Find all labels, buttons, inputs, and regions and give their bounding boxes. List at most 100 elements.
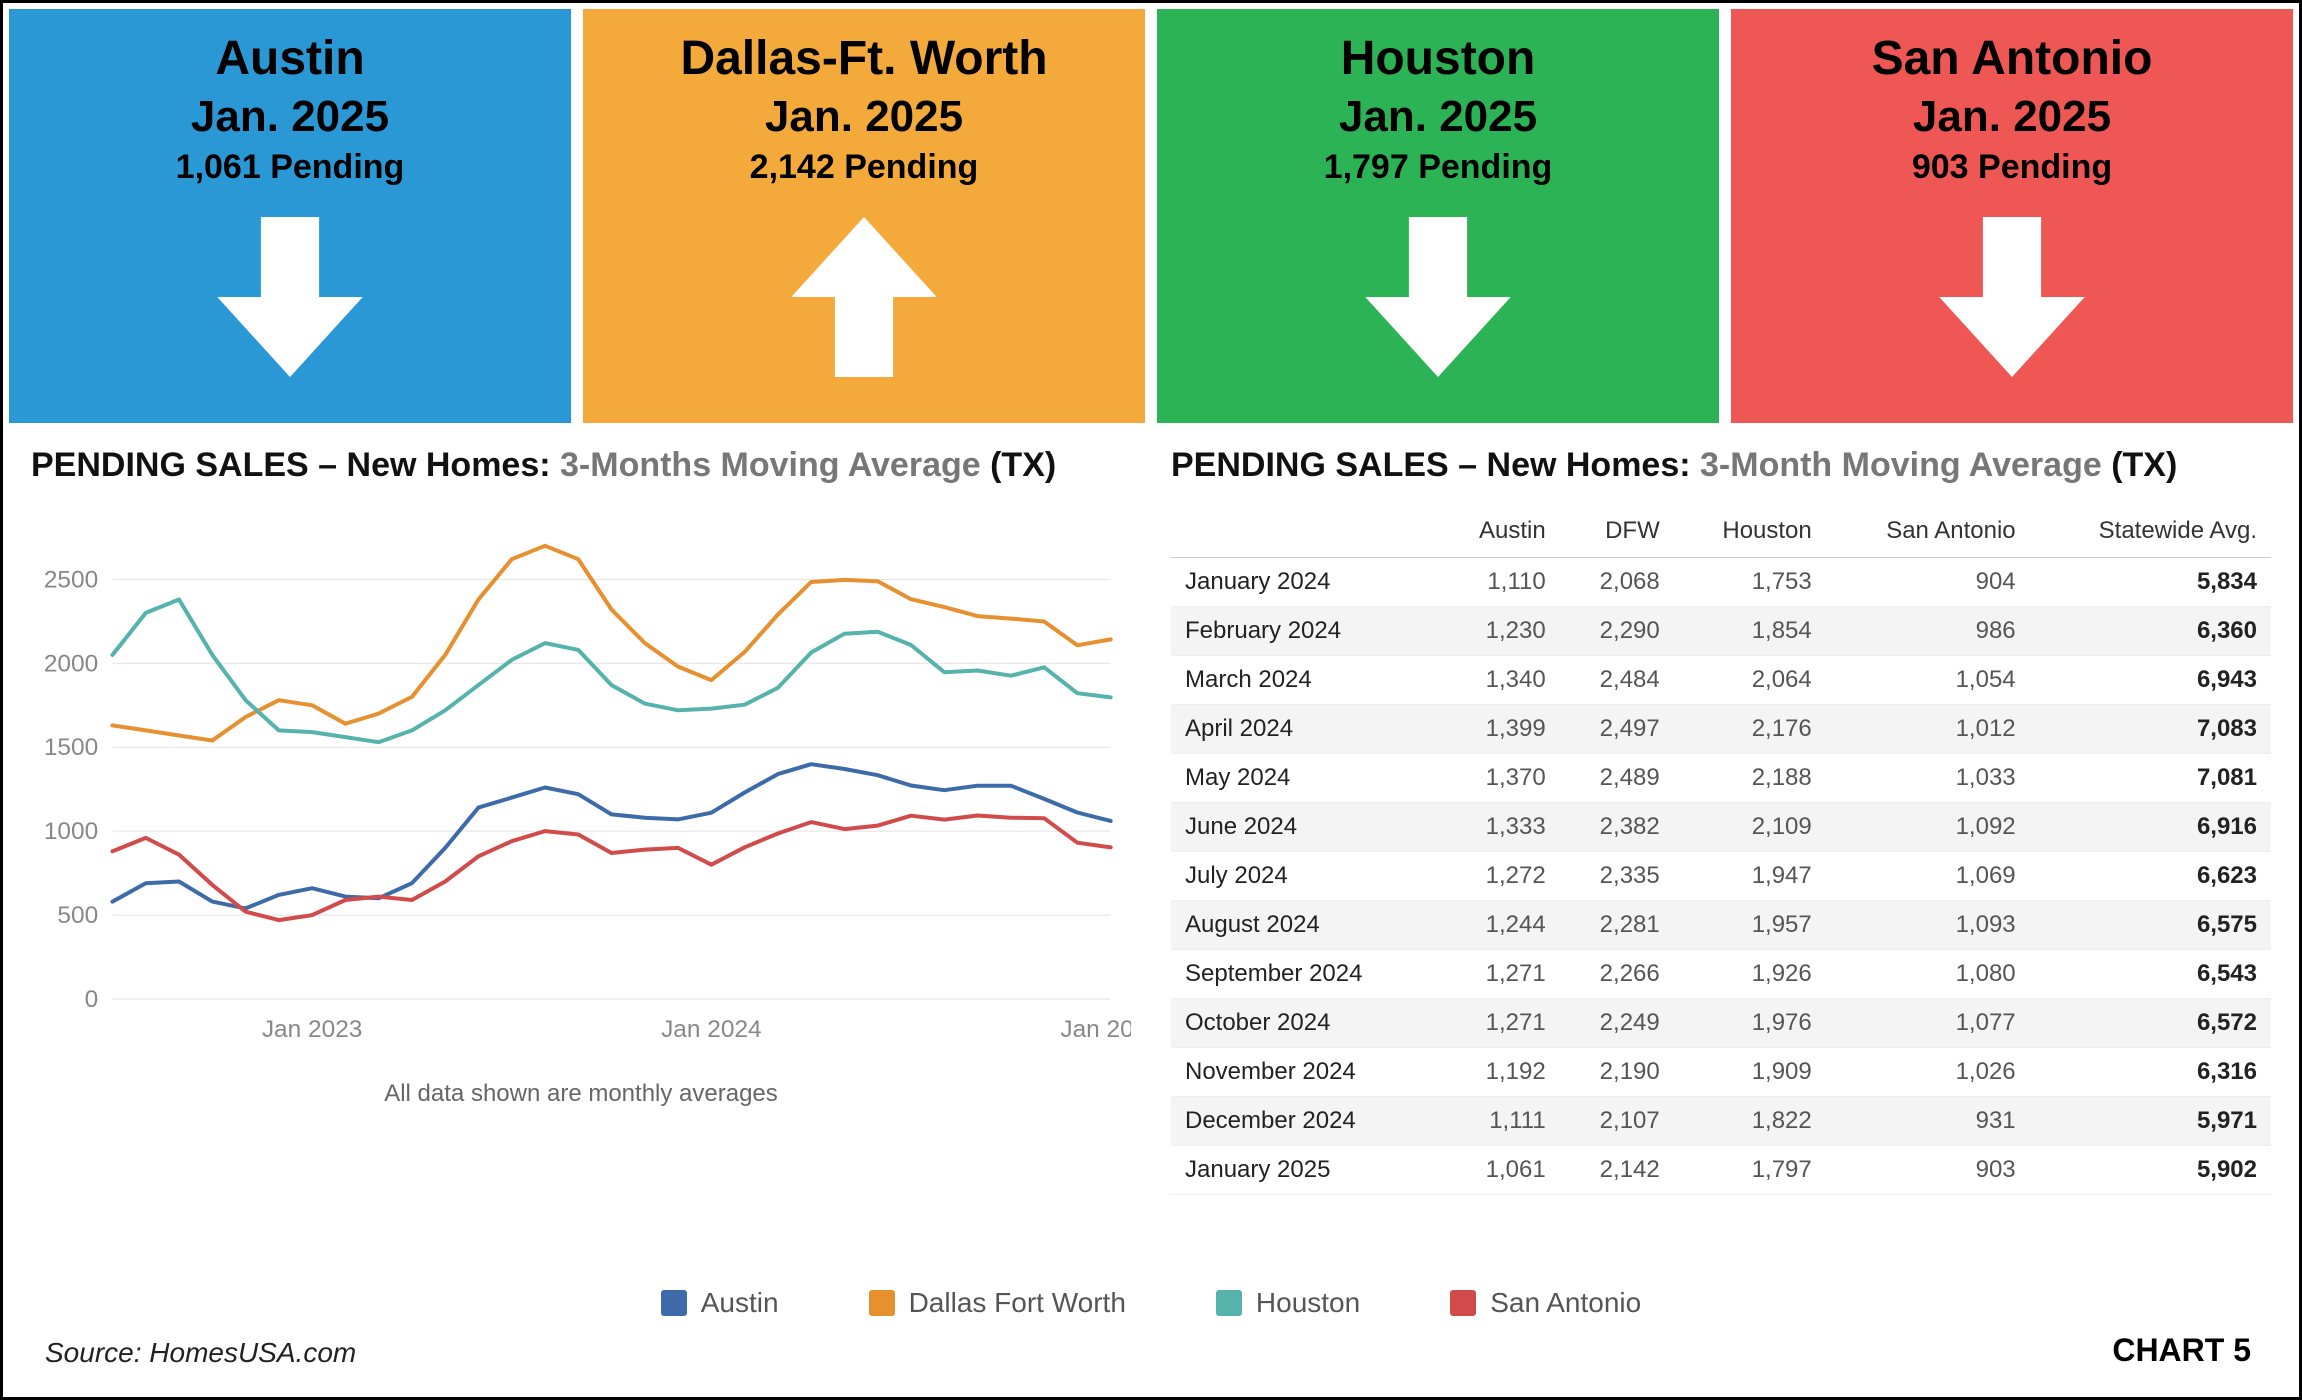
table-cell: 931 <box>1826 1096 2030 1145</box>
table-cell: 6,916 <box>2030 802 2271 851</box>
table-cell: 1,947 <box>1674 851 1826 900</box>
legend-item: San Antonio <box>1450 1287 1641 1319</box>
table-cell: 2,281 <box>1560 900 1674 949</box>
table-cell: June 2024 <box>1171 802 1437 851</box>
svg-text:Jan 2023: Jan 2023 <box>262 1016 363 1043</box>
svg-text:500: 500 <box>57 902 98 929</box>
table-cell: 1,077 <box>1826 998 2030 1047</box>
table-header: San Antonio <box>1826 509 2030 558</box>
table-cell: January 2025 <box>1171 1145 1437 1194</box>
table-cell: 6,575 <box>2030 900 2271 949</box>
table-cell: April 2024 <box>1171 704 1437 753</box>
card-city: Dallas-Ft. Worth <box>680 31 1047 86</box>
table-row: May 20241,3702,4892,1881,0337,081 <box>1171 753 2271 802</box>
card-city: San Antonio <box>1872 31 2153 86</box>
table-cell: 7,083 <box>2030 704 2271 753</box>
table-cell: 1,333 <box>1437 802 1560 851</box>
source-text: Source: HomesUSA.com <box>45 1337 356 1369</box>
line-chart-panel: PENDING SALES – New Homes: 3-Months Movi… <box>31 443 1131 1307</box>
table-cell: October 2024 <box>1171 998 1437 1047</box>
table-header: DFW <box>1560 509 1674 558</box>
table-cell: 6,360 <box>2030 606 2271 655</box>
table-cell: 2,266 <box>1560 949 1674 998</box>
table-header <box>1171 509 1437 558</box>
table-cell: 7,081 <box>2030 753 2271 802</box>
summary-card: HoustonJan. 20251,797 Pending <box>1157 9 1719 423</box>
card-date: Jan. 2025 <box>1339 92 1537 142</box>
table-cell: 1,192 <box>1437 1047 1560 1096</box>
table-cell: February 2024 <box>1171 606 1437 655</box>
table-cell: 2,142 <box>1560 1145 1674 1194</box>
table-cell: 986 <box>1826 606 2030 655</box>
table-cell: May 2024 <box>1171 753 1437 802</box>
table-row: November 20241,1922,1901,9091,0266,316 <box>1171 1047 2271 1096</box>
card-date: Jan. 2025 <box>191 92 389 142</box>
data-table-panel: PENDING SALES – New Homes: 3-Month Movin… <box>1171 443 2271 1307</box>
svg-text:2500: 2500 <box>44 566 98 593</box>
legend-label: San Antonio <box>1490 1287 1641 1319</box>
table-cell: 2,249 <box>1560 998 1674 1047</box>
table-title-muted: 3-Month Moving Average <box>1700 446 2102 484</box>
table-cell: 2,484 <box>1560 655 1674 704</box>
table-cell: 1,271 <box>1437 998 1560 1047</box>
summary-card: AustinJan. 20251,061 Pending <box>9 9 571 423</box>
table-cell: 2,382 <box>1560 802 1674 851</box>
table-cell: 2,489 <box>1560 753 1674 802</box>
table-cell: 2,188 <box>1674 753 1826 802</box>
table-cell: 1,110 <box>1437 557 1560 606</box>
series-line <box>112 546 1110 741</box>
bottom-panels: PENDING SALES – New Homes: 3-Months Movi… <box>3 433 2299 1397</box>
table-cell: 6,943 <box>2030 655 2271 704</box>
card-date: Jan. 2025 <box>765 92 963 142</box>
card-pending: 903 Pending <box>1912 148 2112 187</box>
table-row: January 20251,0612,1421,7979035,902 <box>1171 1145 2271 1194</box>
svg-text:0: 0 <box>85 986 99 1013</box>
table-row: December 20241,1112,1071,8229315,971 <box>1171 1096 2271 1145</box>
series-line <box>112 764 1110 908</box>
table-cell: 1,399 <box>1437 704 1560 753</box>
table-cell: 1,340 <box>1437 655 1560 704</box>
table-cell: 2,335 <box>1560 851 1674 900</box>
summary-card: San Antonio Jan. 2025 903 Pending <box>1731 9 2293 423</box>
table-cell: 5,902 <box>2030 1145 2271 1194</box>
table-row: August 20241,2442,2811,9571,0936,575 <box>1171 900 2271 949</box>
table-cell: 1,230 <box>1437 606 1560 655</box>
table-row: February 20241,2302,2901,8549866,360 <box>1171 606 2271 655</box>
legend-swatch <box>661 1290 687 1316</box>
legend: AustinDallas Fort WorthHoustonSan Antoni… <box>3 1287 2299 1319</box>
table-cell: July 2024 <box>1171 851 1437 900</box>
table-cell: 1,854 <box>1674 606 1826 655</box>
series-line <box>112 599 1110 742</box>
table-cell: 1,797 <box>1674 1145 1826 1194</box>
card-date: Jan. 2025 <box>1913 92 2111 142</box>
table-row: July 20241,2722,3351,9471,0696,623 <box>1171 851 2271 900</box>
table-cell: 1,093 <box>1826 900 2030 949</box>
card-city: Austin <box>215 31 364 86</box>
summary-cards-row: AustinJan. 20251,061 PendingDallas-Ft. W… <box>3 3 2299 423</box>
table-title: PENDING SALES – New Homes: 3-Month Movin… <box>1171 443 2271 489</box>
table-cell: 1,909 <box>1674 1047 1826 1096</box>
chart-title-muted: 3-Months Moving Average <box>560 446 981 484</box>
arrow-down-icon <box>1937 217 2087 377</box>
arrow-down-icon <box>1363 217 1513 377</box>
data-table: AustinDFWHoustonSan AntonioStatewide Avg… <box>1171 509 2271 1195</box>
table-cell: 2,068 <box>1560 557 1674 606</box>
table-cell: 1,026 <box>1826 1047 2030 1096</box>
chart-title-tx: (TX) <box>981 446 1057 484</box>
table-cell: 5,971 <box>2030 1096 2271 1145</box>
table-cell: 1,272 <box>1437 851 1560 900</box>
table-cell: 1,370 <box>1437 753 1560 802</box>
table-cell: 1,822 <box>1674 1096 1826 1145</box>
arrow-up-icon <box>789 217 939 377</box>
table-cell: 6,543 <box>2030 949 2271 998</box>
table-row: January 20241,1102,0681,7539045,834 <box>1171 557 2271 606</box>
table-row: April 20241,3992,4972,1761,0127,083 <box>1171 704 2271 753</box>
svg-text:2000: 2000 <box>44 650 98 677</box>
table-cell: 2,497 <box>1560 704 1674 753</box>
legend-swatch <box>1450 1290 1476 1316</box>
table-cell: March 2024 <box>1171 655 1437 704</box>
table-cell: 903 <box>1826 1145 2030 1194</box>
svg-text:Jan 2025: Jan 2025 <box>1060 1016 1131 1043</box>
table-cell: 2,290 <box>1560 606 1674 655</box>
table-cell: 1,976 <box>1674 998 1826 1047</box>
